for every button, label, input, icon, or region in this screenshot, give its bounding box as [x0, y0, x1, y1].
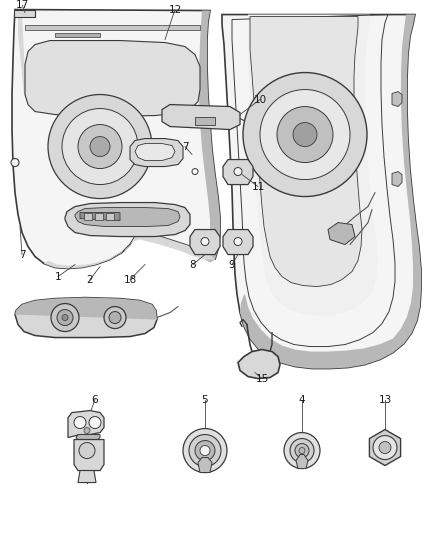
Text: 10: 10 — [254, 94, 267, 104]
Circle shape — [11, 158, 19, 166]
Polygon shape — [95, 213, 103, 220]
Polygon shape — [74, 440, 104, 471]
Text: 7: 7 — [182, 142, 188, 151]
Circle shape — [62, 109, 138, 184]
Circle shape — [195, 441, 215, 461]
Polygon shape — [25, 41, 200, 117]
Circle shape — [48, 94, 152, 199]
Polygon shape — [392, 172, 402, 187]
Polygon shape — [75, 207, 180, 227]
Polygon shape — [238, 350, 280, 378]
Polygon shape — [25, 25, 200, 29]
Circle shape — [79, 442, 95, 458]
Circle shape — [90, 136, 110, 157]
Circle shape — [295, 443, 309, 457]
Polygon shape — [392, 92, 402, 107]
Circle shape — [74, 417, 86, 429]
Circle shape — [89, 417, 101, 429]
Circle shape — [200, 446, 210, 456]
Text: 2: 2 — [87, 274, 93, 285]
Polygon shape — [15, 297, 157, 337]
Polygon shape — [68, 410, 104, 438]
Circle shape — [260, 90, 350, 180]
Polygon shape — [18, 14, 25, 96]
Polygon shape — [223, 159, 253, 184]
Polygon shape — [248, 14, 378, 316]
Circle shape — [104, 306, 126, 328]
Polygon shape — [15, 297, 157, 320]
Text: 18: 18 — [124, 274, 137, 285]
Polygon shape — [65, 203, 190, 237]
Text: 7: 7 — [19, 249, 25, 260]
Circle shape — [109, 312, 121, 324]
Circle shape — [234, 238, 242, 246]
Polygon shape — [55, 33, 100, 37]
Polygon shape — [162, 104, 240, 130]
Circle shape — [234, 167, 242, 175]
Text: 6: 6 — [92, 394, 98, 405]
Polygon shape — [250, 17, 362, 287]
Polygon shape — [223, 230, 253, 255]
Polygon shape — [198, 457, 212, 473]
Polygon shape — [84, 213, 92, 220]
Circle shape — [379, 441, 391, 454]
Text: 13: 13 — [378, 394, 392, 405]
Text: 15: 15 — [255, 374, 268, 384]
Text: 17: 17 — [15, 0, 28, 10]
Circle shape — [57, 310, 73, 326]
Text: 11: 11 — [251, 182, 265, 191]
Polygon shape — [296, 455, 308, 469]
Text: 4: 4 — [299, 394, 305, 405]
Circle shape — [284, 433, 320, 469]
Polygon shape — [195, 117, 215, 125]
Polygon shape — [78, 471, 96, 482]
Text: 1: 1 — [55, 271, 61, 281]
Polygon shape — [130, 139, 183, 166]
Circle shape — [243, 72, 367, 197]
Polygon shape — [199, 11, 220, 263]
Polygon shape — [44, 232, 215, 269]
Polygon shape — [76, 434, 100, 440]
Circle shape — [373, 435, 397, 459]
Circle shape — [183, 429, 227, 473]
Polygon shape — [328, 223, 355, 245]
Polygon shape — [135, 143, 175, 160]
Circle shape — [299, 448, 305, 454]
Circle shape — [51, 304, 79, 332]
Polygon shape — [80, 213, 120, 221]
Polygon shape — [190, 230, 220, 255]
Circle shape — [201, 238, 209, 246]
Circle shape — [189, 434, 221, 466]
Polygon shape — [12, 10, 220, 269]
Text: 9: 9 — [229, 260, 235, 270]
Circle shape — [62, 314, 68, 320]
Text: 12: 12 — [168, 5, 182, 14]
Circle shape — [293, 123, 317, 147]
Polygon shape — [222, 14, 421, 368]
Polygon shape — [14, 10, 35, 17]
Circle shape — [192, 168, 198, 174]
Polygon shape — [106, 213, 114, 220]
Circle shape — [78, 125, 122, 168]
Polygon shape — [369, 430, 401, 465]
Text: 5: 5 — [201, 394, 208, 405]
Circle shape — [84, 427, 90, 433]
Text: 8: 8 — [190, 260, 196, 270]
Circle shape — [290, 439, 314, 463]
Circle shape — [277, 107, 333, 163]
Polygon shape — [393, 14, 421, 352]
Polygon shape — [240, 295, 393, 368]
